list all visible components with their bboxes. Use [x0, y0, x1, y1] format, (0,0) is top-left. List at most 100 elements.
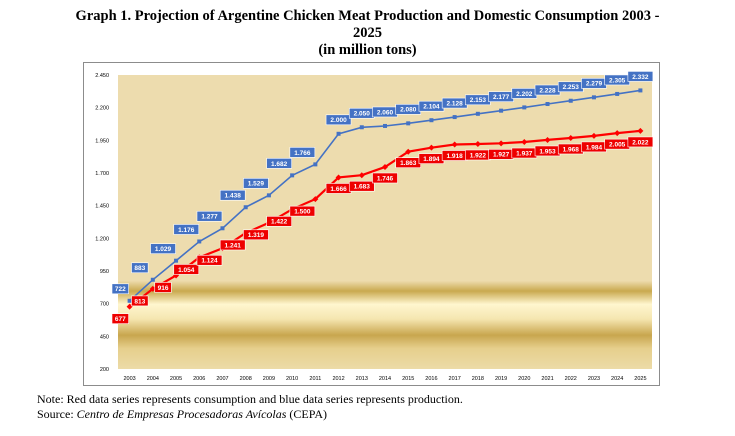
production-point	[406, 121, 411, 126]
consumption-data-label-box	[131, 295, 149, 307]
production-data-label-box	[131, 262, 149, 274]
y-tick-label: 700	[100, 302, 109, 308]
x-tick-label: 2006	[193, 376, 205, 382]
production-point	[313, 162, 318, 167]
consumption-data-label-text: 1.054	[178, 267, 195, 274]
production-data-label: 2.202	[511, 88, 538, 99]
x-tick-label: 2014	[379, 376, 391, 382]
production-data-label: 1.438	[219, 189, 246, 201]
production-data-label-text: 2.000	[330, 117, 347, 124]
chart-title-line-2: 2025	[353, 25, 382, 41]
consumption-data-label: 1.683	[348, 180, 375, 192]
x-tick-label: 2018	[472, 376, 484, 382]
consumption-data-label-box	[289, 205, 316, 217]
consumption-data-label: 1.937	[511, 147, 538, 159]
production-data-label: 1.277	[196, 210, 223, 222]
production-point	[545, 102, 550, 107]
consumption-data-label-text: 2.005	[609, 142, 626, 149]
consumption-point	[474, 140, 481, 147]
y-tick-label: 1.700	[95, 171, 109, 177]
consumption-data-label-text: 1.319	[248, 232, 265, 239]
consumption-point	[451, 141, 458, 148]
consumption-data-label: 813	[131, 295, 149, 307]
consumption-data-label-text: 2.022	[632, 139, 649, 146]
consumption-data-label-box	[219, 239, 246, 251]
production-data-label-text: 1.682	[271, 161, 288, 168]
production-data-label-box	[196, 210, 223, 222]
consumption-data-label: 1.968	[557, 143, 584, 155]
y-tick-label: 2.450	[95, 73, 109, 79]
x-tick-label: 2024	[611, 376, 623, 382]
production-data-label-text: 2.228	[539, 87, 556, 94]
production-point	[522, 105, 527, 110]
production-data-label-box	[219, 189, 246, 201]
production-data-label-text: 2.279	[586, 81, 603, 88]
consumption-data-label-text: 1.953	[539, 148, 556, 155]
consumption-point	[126, 303, 133, 310]
production-data-label: 2.153	[465, 94, 491, 106]
consumption-data-label-box	[243, 229, 269, 241]
production-data-label: 2.000	[325, 114, 352, 126]
production-point	[290, 173, 295, 178]
production-data-label: 2.305	[604, 74, 630, 86]
consumption-data-label: 677	[111, 313, 129, 324]
y-tick-label: 450	[100, 334, 109, 340]
x-tick-label: 2011	[309, 376, 321, 382]
consumption-point	[498, 140, 505, 147]
x-tick-label: 2013	[356, 376, 368, 382]
consumption-data-label-text: 677	[115, 316, 126, 323]
consumption-point	[567, 134, 574, 141]
consumption-data-label: 1.666	[325, 183, 352, 194]
y-tick-label: 1.950	[95, 138, 109, 144]
production-data-label: 2.060	[372, 106, 398, 118]
consumption-data-label: 1.054	[173, 264, 200, 275]
consumption-point	[521, 139, 528, 146]
x-tick-label: 2012	[332, 376, 344, 382]
consumption-data-label: 1.984	[581, 141, 607, 153]
production-data-label-text: 2.104	[423, 104, 440, 111]
consumption-data-label-text: 916	[158, 285, 169, 292]
production-data-label: 2.253	[557, 81, 584, 93]
x-tick-label: 2019	[495, 376, 507, 382]
x-tick-label: 2008	[240, 376, 252, 382]
source-organization: Centro de Empresas Procesadoras Avícolas	[76, 407, 287, 421]
production-data-label-text: 1.277	[201, 214, 218, 221]
x-tick-label: 2021	[541, 376, 553, 382]
production-point	[220, 226, 225, 231]
chart-source: Source: Centro de Empresas Procesadoras …	[37, 407, 327, 422]
production-data-label-text: 2.128	[447, 100, 464, 107]
production-point	[266, 193, 271, 198]
consumption-data-label: 1.241	[219, 239, 246, 251]
consumption-point	[544, 136, 551, 143]
consumption-data-label: 1.863	[395, 157, 422, 169]
production-data-label-box	[325, 114, 352, 126]
consumption-data-label: 1.918	[441, 150, 468, 161]
production-point	[383, 123, 387, 128]
consumption-data-label-text: 1.968	[563, 146, 580, 153]
source-prefix: Source:	[37, 407, 77, 421]
production-data-label-text: 2.305	[609, 77, 626, 84]
production-data-label-text: 2.177	[493, 94, 510, 101]
production-data-label-text: 2.050	[354, 111, 371, 118]
plot-area-background	[118, 75, 652, 369]
chart-title: Graph 1. Projection of Argentine Chicken…	[0, 8, 735, 59]
consumption-data-label-text: 1.241	[225, 242, 242, 249]
consumption-point	[149, 285, 156, 292]
x-tick-label: 2023	[588, 376, 600, 382]
production-data-label: 2.177	[488, 91, 514, 102]
consumption-data-label-text: 1.683	[354, 184, 371, 191]
x-tick-label: 2004	[147, 376, 159, 382]
x-tick-label: 2020	[518, 376, 530, 382]
consumption-data-label-box	[173, 264, 200, 275]
production-point	[359, 125, 364, 130]
consumption-point	[614, 130, 621, 137]
x-tick-label: 2005	[170, 376, 182, 382]
consumption-data-label-box	[111, 313, 129, 324]
production-data-label: 2.228	[534, 84, 561, 96]
x-tick-label: 2003	[123, 376, 135, 382]
production-point	[336, 131, 341, 136]
x-tick-label: 2017	[449, 376, 461, 382]
production-point	[591, 95, 596, 100]
chart-note: Note: Red data series represents consump…	[37, 392, 463, 406]
production-point	[499, 108, 504, 113]
